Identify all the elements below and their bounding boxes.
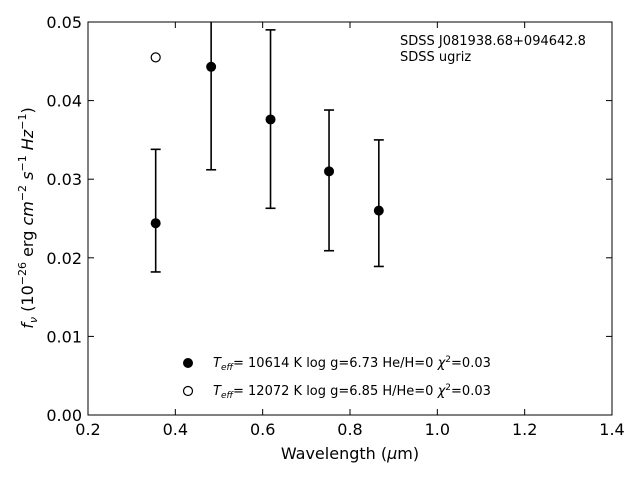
point-filled — [373, 205, 384, 216]
point-open — [150, 52, 161, 63]
y-axis-title: fν (10−26 erg cm−2 s−1 Hz−1) — [16, 107, 40, 328]
y-tick-label: 0.04 — [46, 92, 82, 111]
point-filled — [265, 114, 276, 125]
legend: Teff= 10614 K log g=6.73 He/H=0 χ2=0.03 … — [182, 355, 491, 401]
data-markers — [150, 52, 384, 229]
point-filled — [324, 166, 335, 177]
x-tick-label: 0.4 — [163, 420, 188, 439]
annotation-survey: SDSS ugriz — [400, 50, 471, 65]
x-tick-label: 0.2 — [75, 420, 100, 439]
point-filled — [206, 61, 217, 72]
x-axis-title: Wavelength (μm) — [281, 444, 419, 463]
legend-entry-1: Teff= 10614 K log g=6.73 He/H=0 χ2=0.03 — [213, 355, 491, 373]
point-filled — [150, 218, 161, 229]
x-ticks: 0.2 0.4 0.6 0.8 1.0 1.2 1.4 — [75, 22, 625, 439]
y-tick-label: 0.05 — [46, 13, 82, 32]
x-tick-label: 0.6 — [250, 420, 275, 439]
annotation-object-name: SDSS J081938.68+094642.8 — [400, 34, 586, 49]
x-tick-label: 1.2 — [512, 420, 537, 439]
x-tick-label: 1.4 — [599, 420, 624, 439]
y-ticks: 0.00 0.01 0.02 0.03 0.04 0.05 — [46, 13, 612, 425]
error-bars — [150, 22, 384, 273]
y-tick-label: 0.00 — [46, 406, 82, 425]
legend-marker-filled — [183, 358, 193, 368]
y-tick-label: 0.03 — [46, 170, 82, 189]
legend-marker-open — [182, 385, 194, 397]
legend-entry-2: Teff= 12072 K log g=6.85 H/He=0 χ2=0.03 — [213, 383, 491, 401]
x-tick-label: 0.8 — [337, 420, 362, 439]
y-tick-label: 0.02 — [46, 249, 82, 268]
y-tick-label: 0.01 — [46, 327, 82, 346]
x-tick-label: 1.0 — [425, 420, 450, 439]
